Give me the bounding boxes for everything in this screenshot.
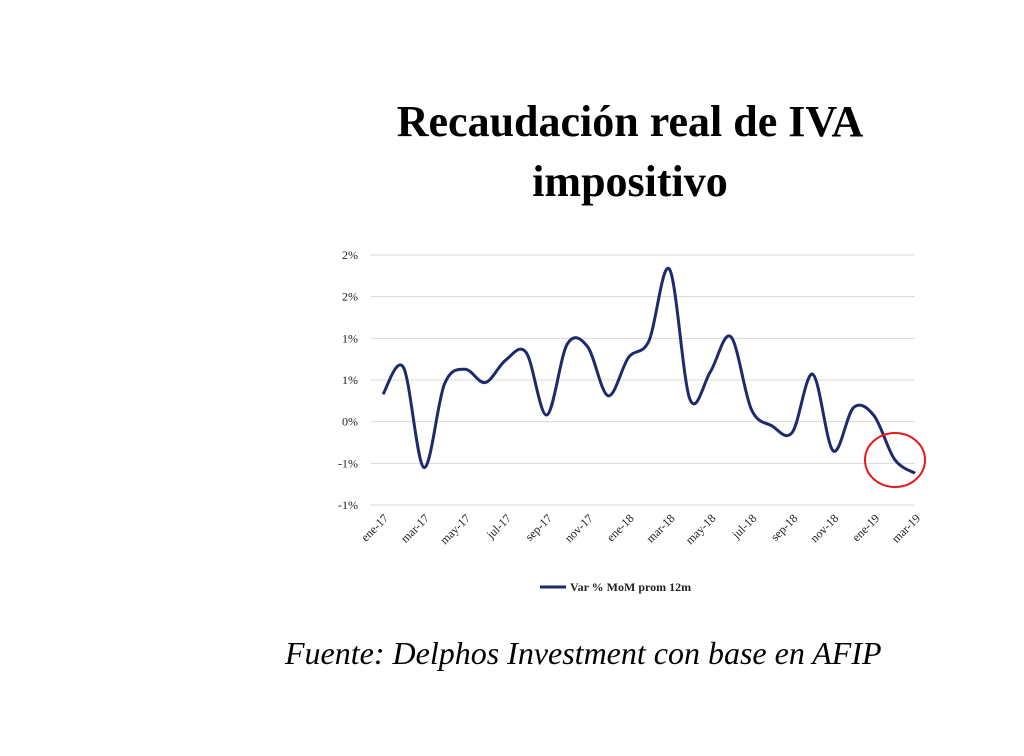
x-tick-label: mar-19	[889, 511, 923, 545]
x-tick-label: nov-17	[562, 511, 596, 545]
y-tick-label: 0%	[342, 415, 358, 429]
chart-title-line2: impositivo	[532, 157, 728, 206]
series-line	[381, 266, 916, 475]
x-tick-label: nov-18	[807, 511, 841, 545]
y-tick-label: 2%	[342, 248, 358, 262]
chart-title-line1: Recaudación real de IVA	[396, 97, 864, 146]
x-tick-label: sep-17	[522, 511, 555, 544]
highlight-circle	[864, 432, 926, 488]
legend-label: Var % MoM prom 12m	[570, 580, 691, 594]
x-tick-label: ene-18	[604, 511, 637, 544]
source-caption: Fuente: Delphos Investment con base en A…	[285, 635, 882, 671]
x-tick-label: may-18	[683, 511, 719, 547]
x-tick-label: mar-18	[643, 511, 677, 545]
x-tick-label: ene-17	[358, 511, 391, 544]
x-tick-label: jul-17	[483, 511, 514, 542]
x-tick-label: mar-17	[398, 511, 432, 545]
x-tick-label: jul-18	[729, 511, 760, 542]
chart-title: Recaudación real de IVA impositivo	[330, 92, 930, 212]
y-tick-label: -1%	[338, 456, 358, 470]
y-tick-label: -1%	[338, 498, 358, 512]
y-tick-label: 1%	[342, 373, 358, 387]
x-tick-label: ene-19	[849, 511, 882, 544]
x-tick-label: may-17	[437, 511, 473, 547]
y-tick-label: 2%	[342, 290, 358, 304]
x-tick-label: sep-18	[768, 511, 801, 544]
y-tick-label: 1%	[342, 331, 358, 345]
